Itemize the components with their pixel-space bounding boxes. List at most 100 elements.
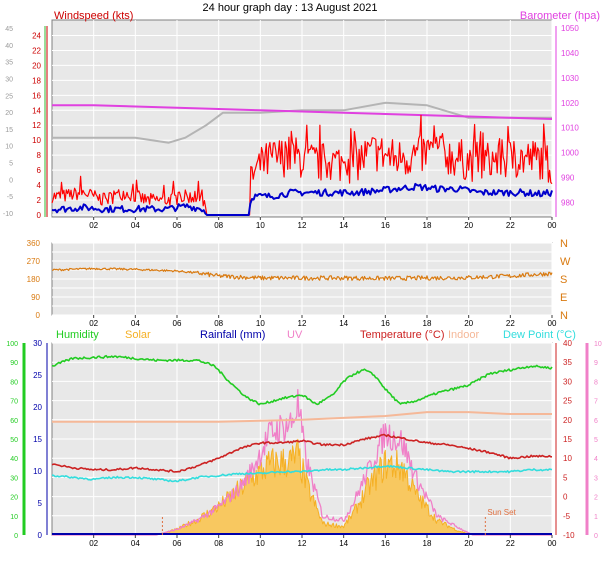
uv-tick-label-0: 0 bbox=[594, 533, 598, 540]
rainfall-tick-label-5: 5 bbox=[38, 499, 43, 508]
barometer-tick-label-1010: 1010 bbox=[561, 124, 579, 133]
wind-xtick-label-04: 04 bbox=[131, 221, 140, 230]
direction-xtick-label-00: 00 bbox=[548, 319, 557, 328]
temp-xtick-label-00: 00 bbox=[548, 539, 557, 548]
uv-tick-label-2: 2 bbox=[594, 495, 598, 502]
humidity-tick-label-100: 100 bbox=[6, 341, 18, 348]
wind-tick-label-14: 14 bbox=[32, 106, 41, 115]
temperature-tick-label-35: 35 bbox=[563, 358, 572, 367]
direction-xtick-label-12: 12 bbox=[298, 319, 307, 328]
legend-solar: Solar bbox=[125, 329, 151, 341]
rainfall-tick-label-15: 15 bbox=[33, 435, 42, 444]
barometer-tick-label-990: 990 bbox=[561, 174, 575, 183]
wind-xtick-label-18: 18 bbox=[423, 221, 432, 230]
uv-tick-label-8: 8 bbox=[594, 379, 598, 386]
temp-xtick-label-02: 02 bbox=[89, 539, 98, 548]
uv-tick-label-6: 6 bbox=[594, 418, 598, 425]
compass-label-0: N bbox=[560, 238, 568, 250]
direction-xtick-label-22: 22 bbox=[506, 319, 515, 328]
humidity-tick-label-20: 20 bbox=[10, 495, 18, 502]
wind-tick-label-16: 16 bbox=[32, 91, 41, 100]
wind-tick-label-12: 12 bbox=[32, 121, 41, 130]
barometer-tick-label-1020: 1020 bbox=[561, 99, 579, 108]
rainfall-tick-label-20: 20 bbox=[33, 403, 42, 412]
wind-tick-label-8: 8 bbox=[37, 151, 42, 160]
dewpoint-line bbox=[51, 464, 553, 483]
direction-xtick-label-06: 06 bbox=[173, 319, 182, 328]
chart-title: 24 hour graph day : 13 August 2021 bbox=[203, 2, 378, 14]
temperature-tick-label-5: 5 bbox=[563, 473, 568, 482]
wind-tick-label-2: 2 bbox=[37, 196, 42, 205]
wind-xtick-label-00: 00 bbox=[548, 221, 557, 230]
humidity-tick-label-30: 30 bbox=[10, 475, 18, 482]
outer-left-tick-15: 15 bbox=[5, 127, 13, 134]
outer-left-tick--10: -10 bbox=[3, 211, 13, 218]
rainfall-tick-label-10: 10 bbox=[33, 467, 42, 476]
barometer-tick-label-1050: 1050 bbox=[561, 24, 579, 33]
temp-xtick-label-04: 04 bbox=[131, 539, 140, 548]
direction-xtick-label-20: 20 bbox=[464, 319, 473, 328]
barometer-tick-label-1000: 1000 bbox=[561, 149, 579, 158]
wind-xtick-label-02: 02 bbox=[89, 221, 98, 230]
barometer-line bbox=[52, 104, 553, 120]
wind-tick-label-6: 6 bbox=[37, 166, 42, 175]
uv-tick-label-3: 3 bbox=[594, 475, 598, 482]
humidity-line bbox=[51, 354, 553, 406]
uv-tick-label-1: 1 bbox=[594, 514, 598, 521]
temperature-tick-label-10: 10 bbox=[563, 454, 572, 463]
humidity-tick-label-70: 70 bbox=[10, 399, 18, 406]
outer-left-tick-40: 40 bbox=[5, 43, 13, 50]
wind-xtick-label-22: 22 bbox=[506, 221, 515, 230]
temp-xtick-label-18: 18 bbox=[423, 539, 432, 548]
outer-left-tick-25: 25 bbox=[5, 93, 13, 100]
temp-xtick-label-14: 14 bbox=[339, 539, 348, 548]
direction-tick-label-180: 180 bbox=[27, 275, 41, 284]
rainfall-tick-label-25: 25 bbox=[33, 371, 42, 380]
direction-xtick-label-18: 18 bbox=[423, 319, 432, 328]
legend-temperature-c-: Temperature (°C) bbox=[360, 329, 444, 341]
direction-xtick-label-14: 14 bbox=[339, 319, 348, 328]
temperature-tick-label--5: -5 bbox=[563, 512, 571, 521]
barometer-tick-label-1030: 1030 bbox=[561, 74, 579, 83]
temp-xtick-label-22: 22 bbox=[506, 539, 515, 548]
humidity-tick-label-10: 10 bbox=[10, 514, 18, 521]
legend-humidity: Humidity bbox=[56, 329, 99, 341]
humidity-tick-label-90: 90 bbox=[10, 360, 18, 367]
wind-xtick-label-14: 14 bbox=[339, 221, 348, 230]
rainfall-tick-label-0: 0 bbox=[38, 531, 43, 540]
wind-tick-label-22: 22 bbox=[32, 46, 41, 55]
temperature-tick-label-25: 25 bbox=[563, 397, 572, 406]
direction-tick-label-90: 90 bbox=[31, 293, 40, 302]
outer-left-tick-35: 35 bbox=[5, 60, 13, 67]
wind-tick-label-0: 0 bbox=[37, 211, 42, 220]
temperature-tick-label-30: 30 bbox=[563, 377, 572, 386]
uv-tick-label-5: 5 bbox=[594, 437, 598, 444]
wind-xtick-label-16: 16 bbox=[381, 221, 390, 230]
sunset-label: Sun Set bbox=[487, 508, 516, 517]
uv-tick-label-10: 10 bbox=[594, 341, 602, 348]
barometer-axis-label: Barometer (hpa) bbox=[520, 10, 600, 22]
wind-tick-label-20: 20 bbox=[32, 61, 41, 70]
temp-xtick-label-12: 12 bbox=[298, 539, 307, 548]
outer-left-tick-45: 45 bbox=[5, 26, 13, 33]
outer-left-tick-5: 5 bbox=[9, 161, 13, 168]
wind-tick-label-18: 18 bbox=[32, 76, 41, 85]
legend-dew-point-c-: Dew Point (°C) bbox=[503, 329, 576, 341]
wind-xtick-label-20: 20 bbox=[464, 221, 473, 230]
temp-xtick-label-10: 10 bbox=[256, 539, 265, 548]
wind-xtick-label-06: 06 bbox=[173, 221, 182, 230]
wind-tick-label-4: 4 bbox=[37, 181, 42, 190]
humidity-tick-label-80: 80 bbox=[10, 379, 18, 386]
temp-xtick-label-06: 06 bbox=[173, 539, 182, 548]
wind-tick-label-10: 10 bbox=[32, 136, 41, 145]
compass-label-1: W bbox=[560, 256, 571, 268]
direction-xtick-label-10: 10 bbox=[256, 319, 265, 328]
direction-line bbox=[52, 267, 553, 281]
temperature-tick-label--10: -10 bbox=[563, 531, 575, 540]
outer-left-tick--5: -5 bbox=[7, 194, 13, 201]
windspeed-axis-label: Windspeed (kts) bbox=[54, 10, 133, 22]
temp-xtick-label-16: 16 bbox=[381, 539, 390, 548]
rainfall-tick-label-30: 30 bbox=[33, 339, 42, 348]
